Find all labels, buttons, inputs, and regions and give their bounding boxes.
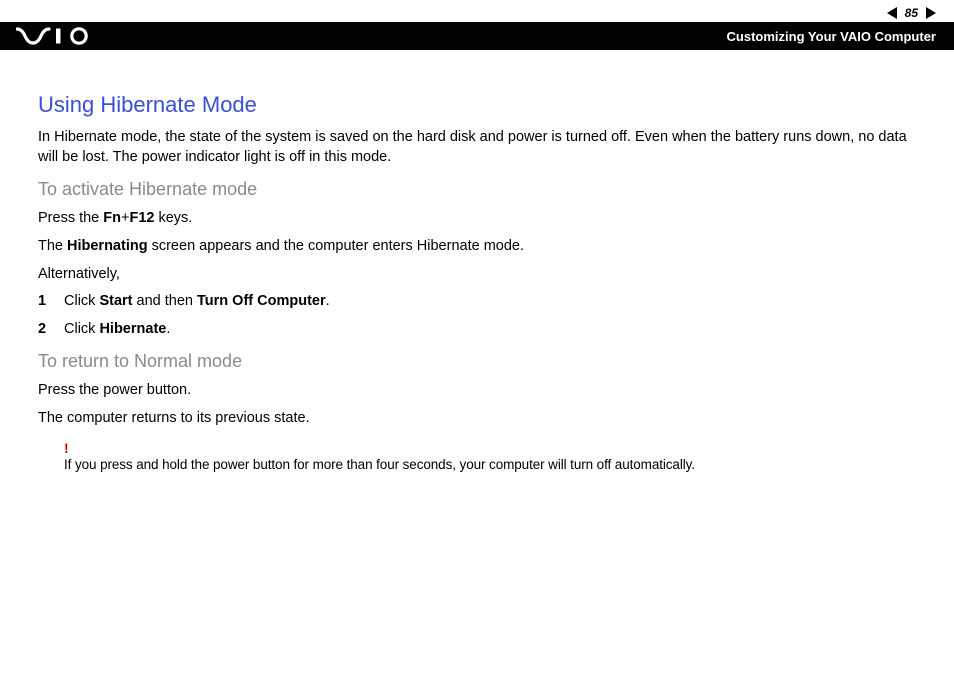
text: .	[326, 293, 330, 309]
next-page-arrow-icon[interactable]	[926, 7, 936, 19]
step-2: 2 Click Hibernate.	[38, 319, 916, 341]
vaio-logo-icon	[16, 27, 98, 45]
header-bar: Customizing Your VAIO Computer	[0, 22, 954, 50]
bold-start: Start	[99, 293, 132, 309]
section-activate-title: To activate Hibernate mode	[38, 179, 916, 200]
step-text: Click Start and then Turn Off Computer.	[64, 291, 330, 313]
text: Press the	[38, 210, 103, 226]
press-power-line: Press the power button.	[38, 380, 916, 402]
page-number: 85	[901, 6, 922, 20]
key-fn: Fn	[103, 210, 121, 226]
warning-icon: !	[64, 441, 916, 455]
warning-text: If you press and hold the power button f…	[64, 457, 916, 472]
step-1: 1 Click Start and then Turn Off Computer…	[38, 291, 916, 313]
text: The	[38, 238, 67, 254]
key-f12: F12	[129, 210, 154, 226]
step-number: 2	[38, 319, 64, 341]
press-keys-line: Press the Fn+F12 keys.	[38, 208, 916, 230]
hibernating-screen-line: The Hibernating screen appears and the c…	[38, 236, 916, 258]
text: Click	[64, 293, 99, 309]
vaio-logo	[16, 22, 98, 50]
breadcrumb: Customizing Your VAIO Computer	[727, 29, 936, 44]
bold-hibernating: Hibernating	[67, 238, 148, 254]
page-title: Using Hibernate Mode	[38, 92, 916, 118]
bold-turnoff: Turn Off Computer	[197, 293, 326, 309]
text: screen appears and the computer enters H…	[148, 238, 524, 254]
step-text: Click Hibernate.	[64, 319, 170, 341]
text: and then	[133, 293, 198, 309]
intro-paragraph: In Hibernate mode, the state of the syst…	[38, 128, 916, 167]
returns-state-line: The computer returns to its previous sta…	[38, 408, 916, 430]
bold-hibernate: Hibernate	[99, 321, 166, 337]
alternatively-line: Alternatively,	[38, 264, 916, 286]
step-number: 1	[38, 291, 64, 313]
section-return-title: To return to Normal mode	[38, 351, 916, 372]
text: .	[166, 321, 170, 337]
text: keys.	[154, 210, 192, 226]
page-content: Using Hibernate Mode In Hibernate mode, …	[38, 92, 916, 472]
prev-page-arrow-icon[interactable]	[887, 7, 897, 19]
warning-note: ! If you press and hold the power button…	[64, 441, 916, 472]
page-nav: 85	[887, 6, 936, 20]
text: Click	[64, 321, 99, 337]
